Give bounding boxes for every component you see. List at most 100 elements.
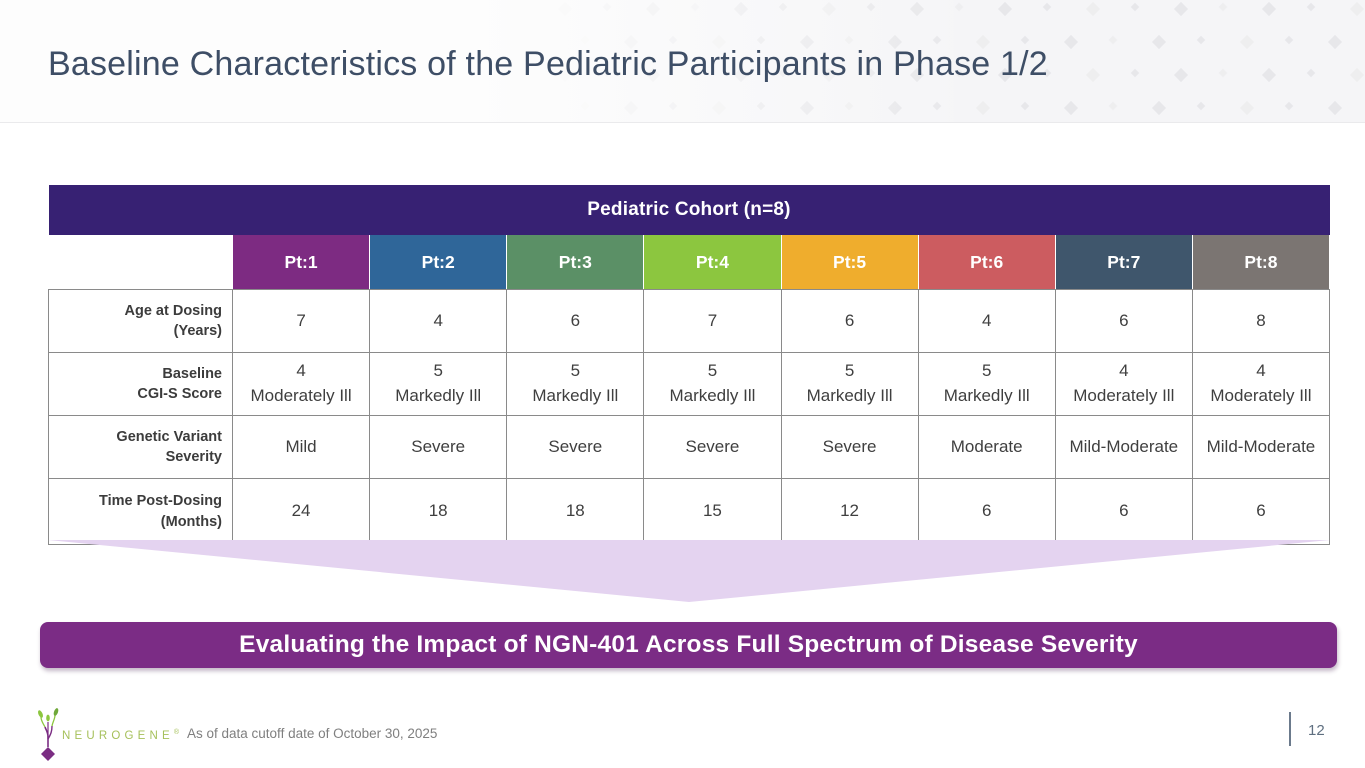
diamond-pattern-dot: [1042, 2, 1052, 12]
data-cell: 6: [1054, 289, 1193, 353]
diamond-pattern-dot: [1130, 2, 1140, 12]
patient-header-7: Pt:7: [1054, 235, 1193, 290]
diamond-pattern-dot: [1327, 100, 1343, 116]
conclusion-banner: Evaluating the Impact of NGN-401 Across …: [40, 622, 1337, 668]
data-cell: Severe: [506, 415, 645, 479]
diamond-pattern-dot: [1151, 100, 1167, 116]
patient-header-5: Pt:5: [780, 235, 919, 290]
data-cell: Severe: [643, 415, 782, 479]
data-cell: Severe: [780, 415, 919, 479]
data-cell: 7: [231, 289, 371, 353]
page-title: Baseline Characteristics of the Pediatri…: [48, 45, 1048, 83]
data-cell: 5 Markedly Ill: [917, 352, 1056, 416]
diamond-pattern-dot: [1349, 67, 1365, 83]
diamond-pattern-dot: [1284, 35, 1294, 45]
diamond-pattern-dot: [1261, 67, 1277, 83]
neurogene-logo-text: NEUROGENE®: [62, 729, 179, 742]
data-cell: Mild: [231, 415, 371, 479]
patient-header-3: Pt:3: [506, 235, 645, 290]
data-cell: 24: [231, 478, 371, 545]
data-cell: 18: [369, 478, 508, 545]
diamond-pattern-dot: [1261, 1, 1277, 17]
data-cell: 18: [506, 478, 645, 545]
data-cell: 4 Moderately Ill: [231, 352, 371, 416]
diamond-pattern-dot: [1085, 1, 1101, 17]
logo-leaf: [46, 714, 50, 722]
diamond-pattern-dot: [1173, 1, 1189, 17]
data-cell: 4 Moderately Ill: [1191, 352, 1331, 416]
data-cell: 6: [917, 478, 1056, 545]
data-cell: 12: [780, 478, 919, 545]
logo-diamond: [41, 747, 55, 761]
diamond-pattern-dot: [1020, 101, 1030, 111]
data-cell: 5 Markedly Ill: [369, 352, 508, 416]
data-cell: 4: [369, 289, 508, 353]
diamond-pattern-dot: [1020, 35, 1030, 45]
diamond-pattern-dot: [1196, 35, 1206, 45]
diamond-pattern-dot: [1173, 67, 1189, 83]
cohort-table: Pediatric Cohort (n=8) Pt:1 Pt:2 Pt:3 Pt:4 P…: [48, 185, 1331, 545]
data-cell: 6: [1191, 478, 1331, 545]
table-row-2: Genetic Variant Severity Mild Severe Severe…: [48, 415, 1331, 479]
table-row-0: Age at Dosing (Years) 7 4 6 7 6 4 6 8: [48, 289, 1331, 353]
diamond-pattern-dot: [1284, 101, 1294, 111]
logo-leaf: [38, 710, 43, 718]
funnel-shape: [48, 540, 1330, 602]
diamond-pattern-dot: [1349, 1, 1365, 17]
data-cell: Mild-Moderate: [1054, 415, 1193, 479]
data-cell: 6: [506, 289, 645, 353]
data-cell: Mild-Moderate: [1191, 415, 1331, 479]
diamond-pattern-dot: [997, 1, 1013, 17]
data-cell: 8: [1191, 289, 1331, 353]
patient-header-1: Pt:1: [231, 235, 371, 290]
data-cell: 5 Markedly Ill: [643, 352, 782, 416]
data-cutoff-note: As of data cutoff date of October 30, 20…: [187, 726, 438, 741]
funnel-arrow: [48, 540, 1330, 602]
logo-wordmark: NEUROGENE: [62, 729, 174, 742]
patient-header-2: Pt:2: [369, 235, 508, 290]
table-row-1: Baseline CGI-S Score 4 Moderately Ill 5 Ma…: [48, 352, 1331, 416]
cohort-title-row: Pediatric Cohort (n=8): [48, 185, 1330, 235]
registered-mark: ®: [173, 729, 180, 736]
diamond-pattern-dot: [1108, 35, 1118, 45]
diamond-pattern-dot: [1063, 34, 1079, 50]
header-band: Baseline Characteristics of the Pediatri…: [0, 0, 1365, 123]
table-row-3: Time Post-Dosing (Months) 24 18 18 15 12 6 6 6: [48, 478, 1331, 545]
data-cell: 6: [780, 289, 919, 353]
logo-branch: [47, 725, 53, 740]
neurogene-logo-icon: [38, 708, 59, 761]
diamond-pattern-dot: [1085, 67, 1101, 83]
data-cell: 4: [917, 289, 1056, 353]
row-label: Baseline CGI-S Score: [48, 352, 233, 416]
diamond-pattern-dot: [1130, 68, 1140, 78]
diamond-pattern-dot: [1218, 2, 1228, 12]
patient-header-4: Pt:4: [643, 235, 782, 290]
corner-cell: [48, 235, 233, 290]
diamond-pattern-dot: [1327, 34, 1343, 50]
patient-header-6: Pt:6: [917, 235, 1056, 290]
diamond-pattern-dot: [1306, 68, 1316, 78]
page-number: 12: [1308, 722, 1325, 739]
header-band-fade: [0, 0, 980, 122]
logo-twig-right: [51, 714, 56, 727]
diamond-pattern-dot: [1151, 34, 1167, 50]
data-cell: 5 Markedly Ill: [506, 352, 645, 416]
patient-header-8: Pt:8: [1191, 235, 1331, 290]
diamond-pattern-dot: [1063, 100, 1079, 116]
patient-header-row: Pt:1 Pt:2 Pt:3 Pt:4 Pt:5 Pt:6 Pt:7 Pt:8: [48, 235, 1331, 290]
logo-twig-left: [40, 716, 46, 728]
logo-leaf: [53, 708, 59, 716]
diamond-pattern-dot: [1239, 100, 1255, 116]
data-cell: Severe: [369, 415, 508, 479]
data-cell: 6: [1054, 478, 1193, 545]
row-label: Time Post-Dosing (Months): [48, 478, 233, 545]
cohort-table-body: Age at Dosing (Years) 7 4 6 7 6 4 6 8 Baseline CG…: [48, 289, 1331, 545]
row-label: Age at Dosing (Years): [48, 289, 233, 353]
diamond-pattern-dot: [1196, 101, 1206, 111]
footer-divider: [1289, 712, 1291, 746]
cohort-table-title: Pediatric Cohort (n=8): [48, 185, 1330, 235]
diamond-pattern-dot: [1218, 68, 1228, 78]
data-cell: 15: [643, 478, 782, 545]
conclusion-banner-text: Evaluating the Impact of NGN-401 Across …: [239, 631, 1138, 658]
